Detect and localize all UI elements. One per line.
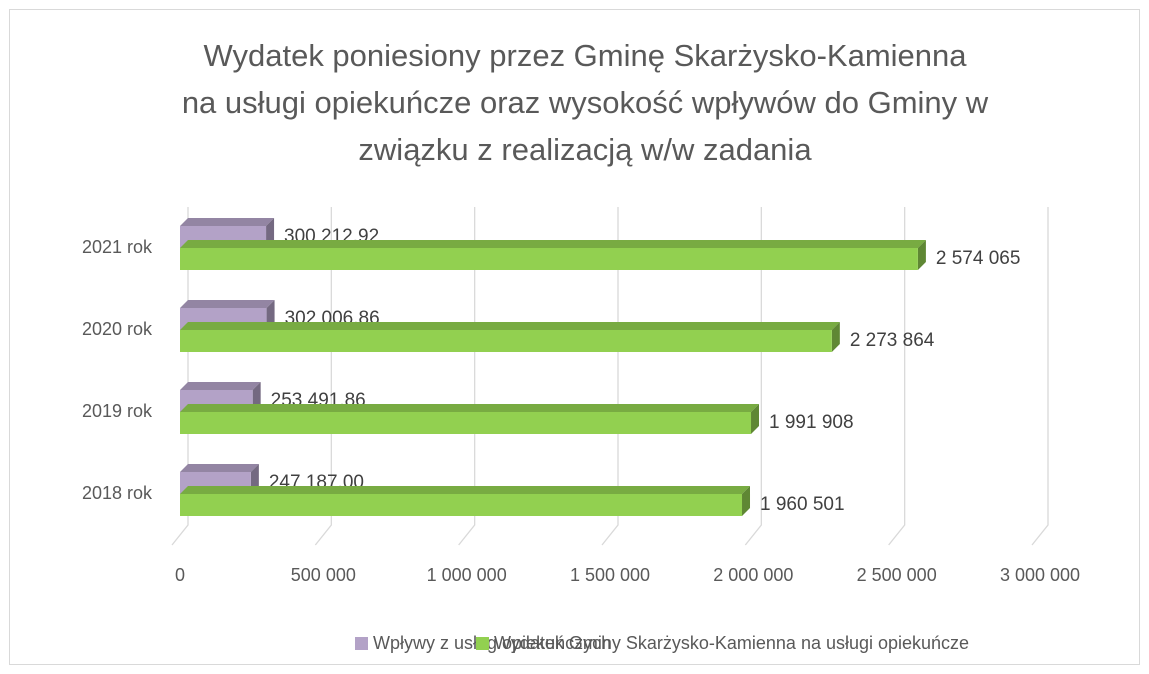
legend-label: Wydatek Gminy Skarżysko-Kamienna na usłu…	[494, 633, 969, 653]
bar-top	[180, 240, 926, 248]
x-tick-label: 1 500 000	[570, 565, 650, 585]
bar-top	[180, 300, 275, 308]
x-tick-label: 0	[175, 565, 185, 585]
bar-top	[180, 322, 840, 330]
x-tick-label: 500 000	[291, 565, 356, 585]
bar	[180, 248, 918, 270]
data-label: 1 960 501	[760, 494, 845, 515]
y-tick-label: 2019 rok	[82, 401, 153, 421]
y-tick-label: 2018 rok	[82, 483, 153, 503]
x-tick-label: 1 000 000	[427, 565, 507, 585]
bar-top	[180, 404, 760, 412]
bar	[180, 494, 743, 516]
bar-side	[831, 322, 840, 352]
y-tick-label: 2021 rok	[82, 237, 153, 257]
x-tick-label: 2 500 000	[857, 565, 937, 585]
chart-title: związku z realizacją w/w zadania	[358, 132, 812, 167]
bar-side	[917, 240, 926, 270]
grid-line	[888, 207, 906, 546]
data-label: 2 574 065	[936, 248, 1021, 269]
bar-side	[742, 486, 751, 516]
legend-label: Wpływy z usług opiekuńczych	[373, 633, 611, 653]
grid-line	[1031, 207, 1049, 546]
bar-top	[180, 218, 275, 226]
bar	[180, 412, 752, 434]
x-tick-label: 3 000 000	[1000, 565, 1080, 585]
legend-swatch	[355, 637, 368, 650]
data-label: 1 991 908	[769, 412, 854, 433]
grid-line	[744, 207, 762, 546]
chart-title: na usługi opiekuńcze oraz wysokość wpływ…	[182, 85, 989, 120]
bar-top	[180, 464, 259, 472]
y-tick-label: 2020 rok	[82, 319, 153, 339]
x-tick-label: 2 000 000	[713, 565, 793, 585]
legend-swatch	[476, 637, 489, 650]
bar-top	[180, 486, 751, 494]
bar-side	[751, 404, 760, 434]
bar	[180, 330, 832, 352]
data-label: 2 273 864	[850, 330, 935, 351]
grid-line	[601, 207, 619, 546]
chart-title: Wydatek poniesiony przez Gminę Skarżysko…	[204, 38, 968, 73]
grid-line	[314, 207, 332, 546]
grid-line	[458, 207, 476, 546]
bar-top	[180, 382, 261, 390]
